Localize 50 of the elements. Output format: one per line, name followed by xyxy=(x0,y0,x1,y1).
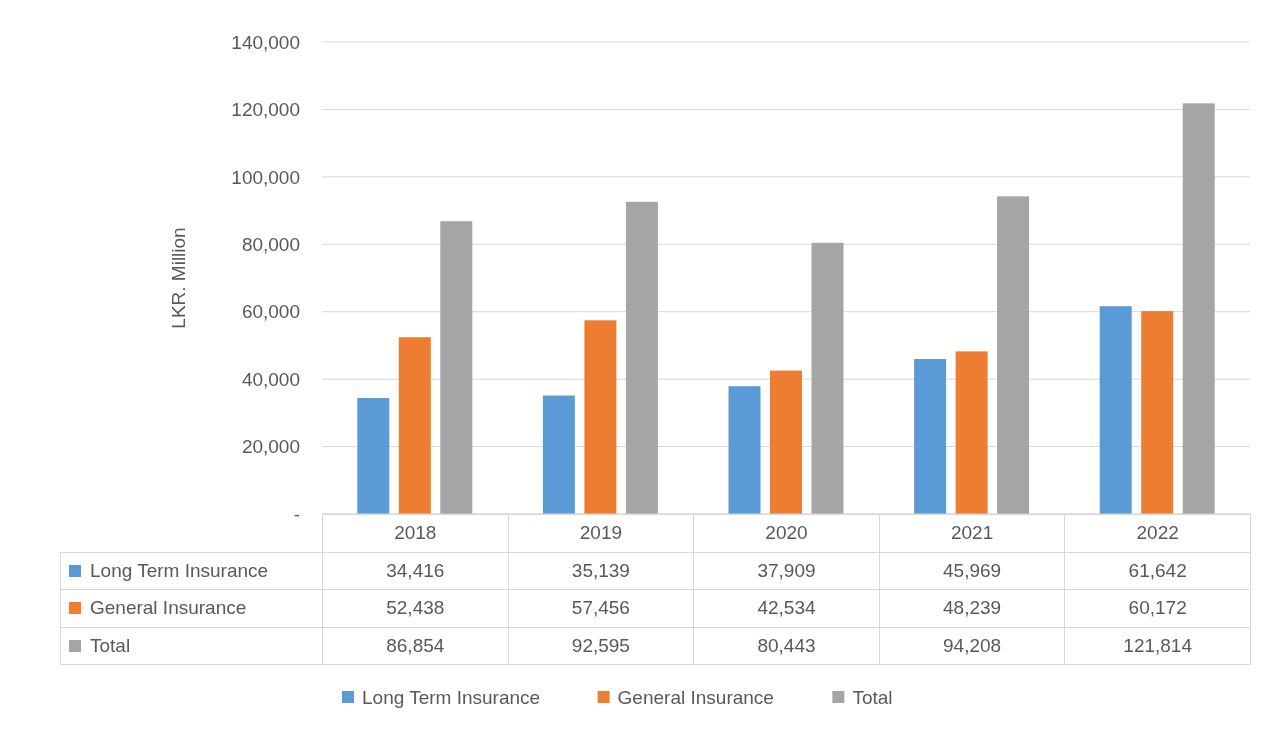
data-label: 60,172 xyxy=(1064,589,1251,627)
legend-label: General Insurance xyxy=(617,686,774,708)
data-label: 94,208 xyxy=(879,627,1065,665)
legend-label: Long Term Insurance xyxy=(90,559,269,581)
y-tick-label: - xyxy=(293,503,300,525)
data-label: 45,969 xyxy=(879,552,1065,590)
x-tick-label: 2022 xyxy=(1064,514,1251,552)
bar xyxy=(1099,306,1132,514)
bar xyxy=(357,397,390,514)
bar xyxy=(770,370,802,514)
bar xyxy=(997,196,1030,514)
bar xyxy=(625,201,658,514)
x-tick-label: 2021 xyxy=(879,514,1065,552)
bar xyxy=(440,221,473,514)
data-label: 92,595 xyxy=(508,627,694,665)
y-tick-label: 60,000 xyxy=(241,301,300,323)
x-tick-label: 2018 xyxy=(322,514,509,552)
data-label: 48,239 xyxy=(879,589,1065,627)
x-tick-label: 2020 xyxy=(693,514,880,552)
data-label: 121,814 xyxy=(1064,627,1251,665)
data-label: 57,456 xyxy=(508,589,694,627)
y-axis-title: LKR. Million xyxy=(168,227,189,329)
y-tick-label: 100,000 xyxy=(231,166,300,188)
legend-label: Total xyxy=(852,686,893,708)
y-tick-label: 20,000 xyxy=(241,436,300,458)
data-label: 61,642 xyxy=(1064,552,1251,590)
bar xyxy=(584,320,617,514)
data-label: 34,416 xyxy=(322,552,509,590)
data-label: 37,909 xyxy=(693,552,880,590)
text: General Insurance xyxy=(90,597,247,619)
y-tick-label: 120,000 xyxy=(231,99,300,121)
text: Total xyxy=(90,634,131,656)
y-tick-label: 40,000 xyxy=(241,368,300,390)
bar xyxy=(955,351,988,514)
x-tick-label: 2019 xyxy=(508,514,694,552)
data-label: 80,443 xyxy=(693,627,880,665)
data-label: 35,139 xyxy=(508,552,694,590)
bar xyxy=(728,386,761,514)
y-tick-label: 80,000 xyxy=(241,233,300,255)
bar xyxy=(811,242,844,514)
text: Long Term Insurance xyxy=(362,686,541,708)
y-tick-label: 140,000 xyxy=(231,31,300,53)
bar xyxy=(914,359,947,514)
data-label: 86,854 xyxy=(322,627,509,665)
bar xyxy=(1182,103,1215,514)
data-label: 52,438 xyxy=(322,589,509,627)
data-label: 42,534 xyxy=(693,589,880,627)
bar xyxy=(398,337,431,514)
bar xyxy=(1141,311,1174,514)
bar xyxy=(542,395,575,514)
